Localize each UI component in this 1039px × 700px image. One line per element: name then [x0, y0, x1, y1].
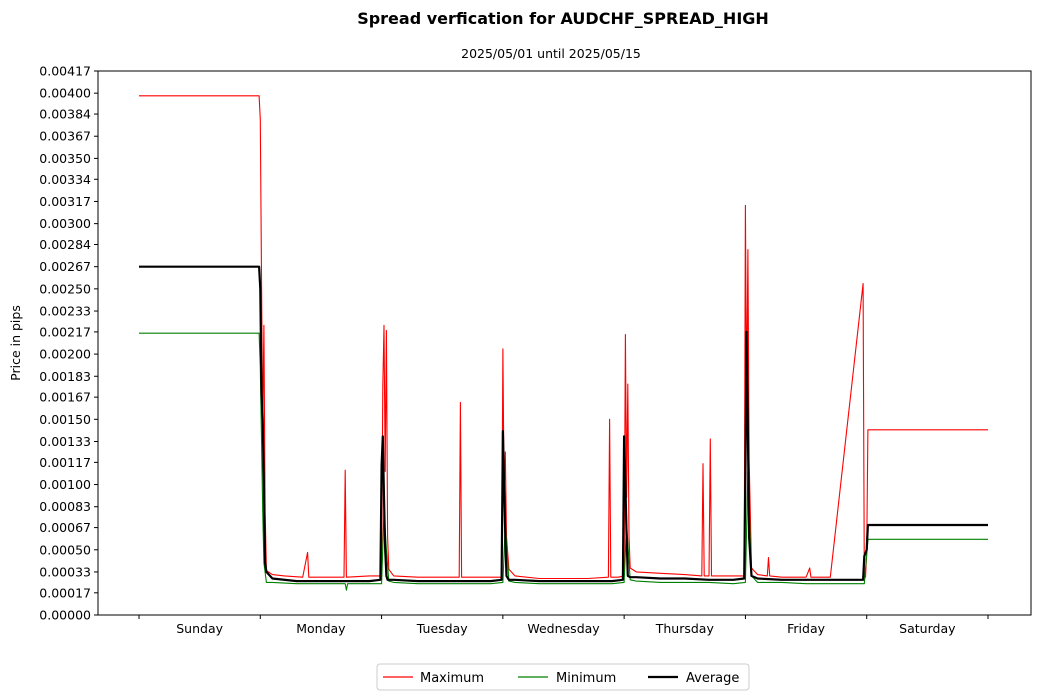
y-tick-label: 0.00400 [39, 86, 91, 101]
y-tick-label: 0.00317 [39, 194, 91, 209]
y-tick-label: 0.00000 [39, 608, 91, 623]
legend-average-label: Average [686, 671, 739, 686]
x-tick-label: Wednesday [527, 621, 600, 636]
y-tick-label: 0.00233 [39, 304, 91, 319]
y-tick-label: 0.00250 [39, 281, 91, 296]
y-tick-label: 0.00284 [39, 237, 91, 252]
legend-box [376, 663, 750, 691]
y-tick-label: 0.00417 [39, 64, 91, 79]
y-tick-label: 0.00350 [39, 151, 91, 166]
series-maximum-line [139, 95, 988, 580]
x-tick-label: Saturday [899, 621, 956, 636]
y-tick-label: 0.00217 [39, 324, 91, 339]
y-axis-label: Price in pips [8, 305, 23, 381]
y-tick-label: 0.00017 [39, 585, 91, 600]
legend: Maximum Minimum Average [376, 663, 750, 691]
y-tick-label: 0.00167 [39, 390, 91, 405]
y-tick-label: 0.00100 [39, 477, 91, 492]
y-tick-label: 0.00183 [39, 369, 91, 384]
y-tick-label: 0.00117 [39, 455, 91, 470]
legend-minimum-label: Minimum [556, 671, 616, 686]
y-tick-label: 0.00050 [39, 542, 91, 557]
plot-area [139, 95, 988, 591]
series-average-line [139, 265, 988, 583]
chart-title: Spread verfication for AUDCHF_SPREAD_HIG… [357, 9, 769, 28]
y-tick-label: 0.00384 [39, 107, 91, 122]
y-tick-label: 0.00367 [39, 129, 91, 144]
series-minimum-line [139, 332, 988, 591]
y-tick-label: 0.00334 [39, 172, 91, 187]
y-tick-label: 0.00083 [39, 499, 91, 514]
y-tick-label: 0.00300 [39, 216, 91, 231]
x-tick-label: Monday [296, 621, 346, 636]
y-tick-label: 0.00067 [39, 520, 91, 535]
x-tick-label: Tuesday [416, 621, 468, 636]
y-axis: 0.00000 0.00017 0.00033 0.00050 0.00067 0.000… [39, 64, 98, 623]
y-tick-label: 0.00033 [39, 564, 91, 579]
y-tick-label: 0.00150 [39, 412, 91, 427]
chart-subtitle: 2025/05/01 until 2025/05/15 [461, 46, 641, 61]
y-tick-label: 0.00267 [39, 259, 91, 274]
legend-maximum-label: Maximum [420, 671, 484, 686]
plot-frame [97, 70, 1032, 616]
x-tick-label: Thursday [655, 621, 715, 636]
x-tick-label: Friday [787, 621, 825, 636]
y-tick-label: 0.00200 [39, 347, 91, 362]
x-tick-label: Sunday [176, 621, 223, 636]
y-tick-label: 0.00133 [39, 434, 91, 449]
x-axis: Sunday Monday Tuesday Wednesday Thursday Frid… [138, 615, 989, 636]
